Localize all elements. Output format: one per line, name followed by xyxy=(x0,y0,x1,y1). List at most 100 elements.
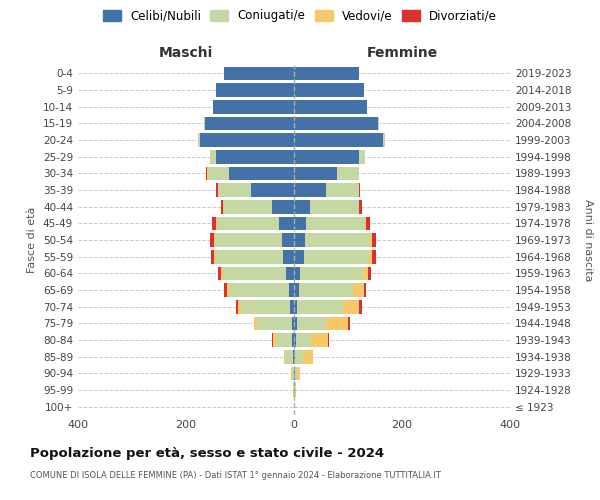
Bar xyxy=(353,283,364,297)
Bar xyxy=(372,250,376,264)
Bar xyxy=(359,150,365,164)
Bar xyxy=(294,316,296,330)
Bar xyxy=(294,333,296,347)
Bar xyxy=(378,116,379,130)
Bar xyxy=(294,116,378,130)
Bar xyxy=(301,266,362,280)
Bar xyxy=(310,200,359,213)
Bar xyxy=(208,166,229,180)
Bar xyxy=(216,83,294,97)
Legend: Celibi/Nubili, Coniugati/e, Vedovi/e, Divorziati/e: Celibi/Nubili, Coniugati/e, Vedovi/e, Di… xyxy=(99,6,501,26)
Bar xyxy=(294,383,295,397)
Bar xyxy=(326,316,348,330)
Bar xyxy=(294,216,306,230)
Bar xyxy=(306,216,365,230)
Bar xyxy=(254,316,257,330)
Bar xyxy=(210,150,216,164)
Bar xyxy=(294,66,359,80)
Bar xyxy=(294,166,337,180)
Bar xyxy=(272,200,294,213)
Bar xyxy=(372,233,376,247)
Bar xyxy=(295,366,297,380)
Bar xyxy=(276,333,292,347)
Bar xyxy=(229,166,294,180)
Text: Maschi: Maschi xyxy=(159,46,213,60)
Bar xyxy=(289,283,294,297)
Bar xyxy=(216,250,283,264)
Bar xyxy=(218,266,221,280)
Bar xyxy=(216,183,218,197)
Bar xyxy=(370,233,372,247)
Bar xyxy=(273,333,276,347)
Bar xyxy=(294,183,326,197)
Bar xyxy=(204,116,205,130)
Bar xyxy=(337,166,359,180)
Bar xyxy=(294,350,295,364)
Bar xyxy=(362,266,368,280)
Bar xyxy=(294,266,301,280)
Bar xyxy=(348,316,350,330)
Bar xyxy=(284,350,286,364)
Bar xyxy=(238,300,241,314)
Bar xyxy=(296,316,326,330)
Bar xyxy=(227,283,229,297)
Bar xyxy=(221,200,223,213)
Bar xyxy=(367,216,370,230)
Bar xyxy=(286,350,293,364)
Bar xyxy=(359,300,362,314)
Bar xyxy=(216,216,217,230)
Bar xyxy=(368,266,371,280)
Y-axis label: Anni di nascita: Anni di nascita xyxy=(583,198,593,281)
Bar xyxy=(294,283,299,297)
Bar xyxy=(364,283,367,297)
Bar xyxy=(221,266,223,280)
Bar xyxy=(365,216,367,230)
Bar xyxy=(216,150,294,164)
Bar xyxy=(257,316,292,330)
Bar xyxy=(217,216,279,230)
Bar xyxy=(213,100,294,114)
Bar xyxy=(294,200,310,213)
Bar xyxy=(383,133,385,147)
Bar xyxy=(224,200,272,213)
Bar xyxy=(294,300,297,314)
Bar xyxy=(214,233,215,247)
Bar xyxy=(229,283,289,297)
Bar xyxy=(290,300,294,314)
Bar xyxy=(297,300,343,314)
Bar xyxy=(210,233,214,247)
Bar xyxy=(359,200,362,213)
Bar xyxy=(311,333,328,347)
Bar xyxy=(241,300,290,314)
Bar xyxy=(214,250,216,264)
Text: COMUNE DI ISOLA DELLE FEMMINE (PA) - Dati ISTAT 1° gennaio 2024 - Elaborazione T: COMUNE DI ISOLA DELLE FEMMINE (PA) - Dat… xyxy=(30,471,441,480)
Bar xyxy=(223,266,286,280)
Bar xyxy=(218,183,251,197)
Bar xyxy=(212,216,216,230)
Bar xyxy=(294,133,383,147)
Bar xyxy=(206,166,207,180)
Text: Femmine: Femmine xyxy=(367,46,437,60)
Bar xyxy=(211,250,214,264)
Bar xyxy=(359,183,361,197)
Bar xyxy=(343,300,359,314)
Bar xyxy=(215,233,282,247)
Bar xyxy=(297,366,300,380)
Y-axis label: Fasce di età: Fasce di età xyxy=(28,207,37,273)
Bar xyxy=(326,183,359,197)
Bar xyxy=(292,316,294,330)
Bar xyxy=(292,366,294,380)
Bar xyxy=(296,333,311,347)
Bar xyxy=(295,350,302,364)
Text: Popolazione per età, sesso e stato civile - 2024: Popolazione per età, sesso e stato civil… xyxy=(30,448,384,460)
Bar xyxy=(305,233,370,247)
Bar xyxy=(224,66,294,80)
Bar xyxy=(304,250,368,264)
Bar xyxy=(368,250,372,264)
Bar xyxy=(279,216,294,230)
Bar xyxy=(205,116,294,130)
Bar xyxy=(286,266,294,280)
Bar xyxy=(224,283,227,297)
Bar xyxy=(294,150,359,164)
Bar xyxy=(236,300,238,314)
